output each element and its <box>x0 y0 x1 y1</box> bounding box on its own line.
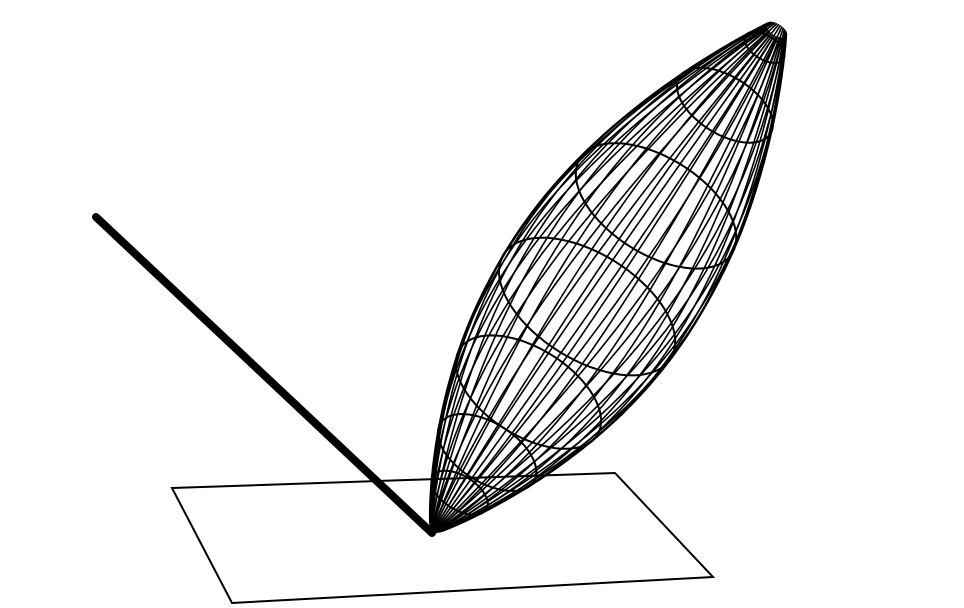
lobe-meridian <box>431 35 777 534</box>
lobe-meridian <box>429 28 769 534</box>
lobe-silhouette <box>431 35 787 535</box>
reflection-lobe <box>428 21 788 535</box>
lobe-meridian <box>431 22 776 534</box>
lobe-meridian <box>431 21 775 534</box>
lobe-meridian <box>431 37 782 534</box>
lobe-meridian <box>431 36 779 534</box>
lobe-meridian <box>431 31 787 534</box>
lobe-ring <box>497 236 677 377</box>
lobe-meridian <box>431 31 771 534</box>
lobe-meridian <box>431 24 782 534</box>
lobe-meridian <box>431 26 783 534</box>
lobe-meridian <box>431 30 787 534</box>
lobe-meridian <box>431 22 778 534</box>
lobe-meridian <box>431 23 780 534</box>
lobe-meridian <box>431 32 772 534</box>
lobe-meridian <box>431 34 776 534</box>
lobe-meridian <box>429 27 768 534</box>
lobe-silhouette <box>429 22 769 534</box>
lobe-meridian <box>431 21 773 534</box>
lobe-meridian <box>431 33 774 534</box>
lobe-meridian <box>431 36 781 534</box>
lobe-meridian <box>430 30 770 534</box>
incident-ray <box>92 213 436 537</box>
lobe-meridian <box>431 21 772 534</box>
lobe-meridian <box>431 37 784 534</box>
